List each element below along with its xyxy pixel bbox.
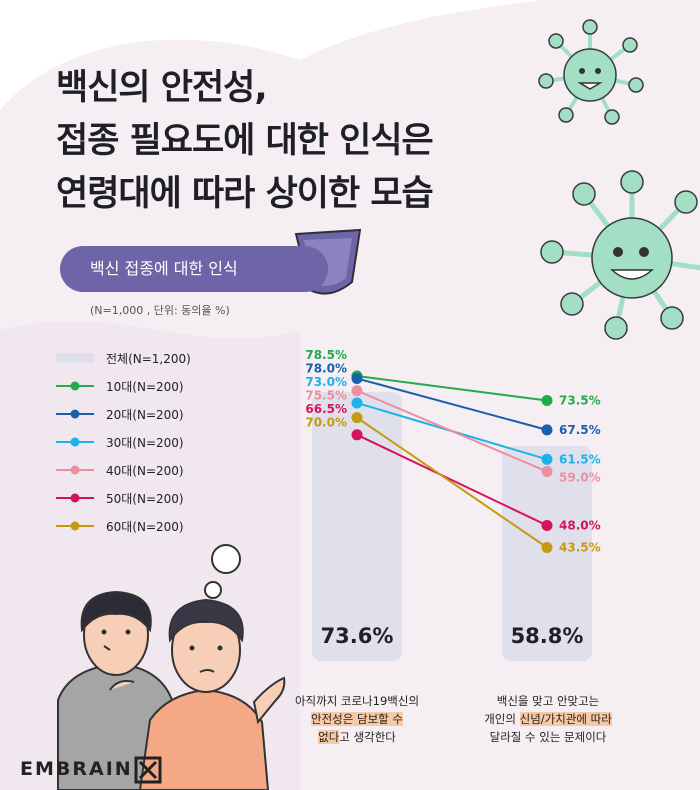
caption-highlight: 신념/가치관에 따라: [519, 712, 612, 726]
caption-text: 개인의: [484, 712, 520, 726]
legend-label: 전체(N=1,200): [106, 351, 191, 366]
series-line-4: [356, 389, 548, 473]
series-line-1: [356, 375, 548, 402]
series-label-left: 78.0%: [305, 362, 347, 376]
caption-text: 고 생각한다: [339, 730, 396, 744]
page-title: 백신의 안전성, 접종 필요도에 대한 인식은 연령대에 따라 상이한 모습: [56, 62, 434, 221]
legend-swatch: [56, 519, 94, 533]
legend-line-icon: [56, 493, 94, 503]
embrain-logo-icon: [134, 756, 162, 784]
series-label-left: 75.5%: [305, 389, 347, 403]
series-line-5: [356, 433, 548, 527]
series-point: [541, 519, 553, 531]
bar-value-label: 58.8%: [511, 624, 584, 648]
series-point: [541, 453, 553, 465]
legend-swatch: [56, 407, 94, 421]
series-point: [351, 372, 363, 384]
brand-name: EMBRAIN: [20, 758, 133, 780]
series-label-right: 43.5%: [559, 541, 601, 555]
legend-swatch: [56, 353, 94, 363]
series-label-left: 70.0%: [305, 416, 347, 430]
series-point: [541, 424, 553, 436]
legend-line-icon: [56, 437, 94, 447]
legend-item: 전체(N=1,200): [56, 344, 191, 372]
title-line: 연령대에 따라 상이한 모습: [56, 174, 434, 214]
legend-label: 30대(N=200): [106, 435, 184, 450]
legend-line-icon: [56, 409, 94, 419]
title-line: 접종 필요도에 대한 인식은: [56, 121, 434, 161]
series-label-right: 61.5%: [559, 452, 601, 466]
series-line-6: [356, 416, 548, 549]
legend-swatch: [56, 435, 94, 449]
title-line: 백신의 안전성,: [56, 68, 268, 108]
person-left-icon: [57, 590, 173, 790]
caption-highlight: 없다: [318, 730, 340, 744]
legend-label: 40대(N=200): [106, 463, 184, 478]
caption-text: 아직까지 코로나19백신의: [294, 694, 420, 708]
legend-swatch: [56, 491, 94, 505]
legend-swatch: [56, 463, 94, 477]
legend-item: 40대(N=200): [56, 456, 191, 484]
legend-item: 30대(N=200): [56, 428, 191, 456]
bar-total-2: [502, 446, 592, 661]
legend-item: 10대(N=200): [56, 372, 191, 400]
series-label-right: 67.5%: [559, 423, 601, 437]
series-label-left: 78.5%: [305, 348, 347, 362]
bar-total-1: [312, 392, 402, 661]
virus-large-icon: [540, 170, 700, 340]
series-label-left: 73.0%: [305, 375, 347, 389]
legend-line-icon: [56, 381, 94, 391]
series-point: [541, 542, 553, 553]
unit-note: (N=1,000 , 단위: 동의율 %): [90, 304, 230, 317]
legend-label: 50대(N=200): [106, 491, 184, 506]
virus-small-icon: [538, 19, 644, 125]
legend-label: 20대(N=200): [106, 407, 184, 422]
series-label-right: 59.0%: [559, 471, 601, 485]
category-caption-right: 백신을 맞고 안맞고는 개인의 신념/가치관에 따라 달라질 수 있는 문제이다: [468, 692, 628, 746]
series-point: [351, 397, 363, 409]
bar-value-label: 73.6%: [321, 624, 394, 648]
legend-label: 60대(N=200): [106, 519, 184, 534]
caption-text: 백신을 맞고 안맞고는: [496, 694, 600, 708]
series-point: [541, 395, 553, 406]
legend-item: 20대(N=200): [56, 400, 191, 428]
series-point: [351, 385, 363, 397]
person-right-icon: [138, 598, 286, 790]
legend-item: 50대(N=200): [56, 484, 191, 512]
series-label-right: 73.5%: [559, 394, 601, 408]
legend-item: 60대(N=200): [56, 512, 191, 540]
series-label-right: 48.0%: [559, 518, 601, 532]
legend-line-icon: [56, 465, 94, 475]
series-point: [541, 466, 553, 478]
series-point: [351, 429, 363, 441]
legend-swatch: [56, 379, 94, 393]
caption-text: 달라질 수 있는 문제이다: [489, 730, 607, 744]
legend-label: 10대(N=200): [106, 379, 184, 394]
series-line-2: [356, 377, 548, 431]
series-label-left: 66.5%: [305, 402, 347, 416]
legend-line-icon: [56, 521, 94, 531]
caption-highlight: 안전성은 담보할 수: [311, 712, 403, 726]
category-caption-left: 아직까지 코로나19백신의 안전성은 담보할 수 없다고 생각한다: [282, 692, 432, 746]
chart-legend: 전체(N=1,200) 10대(N=200) 20대(N=200) 30대(N=200…: [56, 344, 191, 540]
series-point: [351, 412, 363, 424]
section-label: 백신 접종에 대한 인식: [60, 246, 328, 292]
